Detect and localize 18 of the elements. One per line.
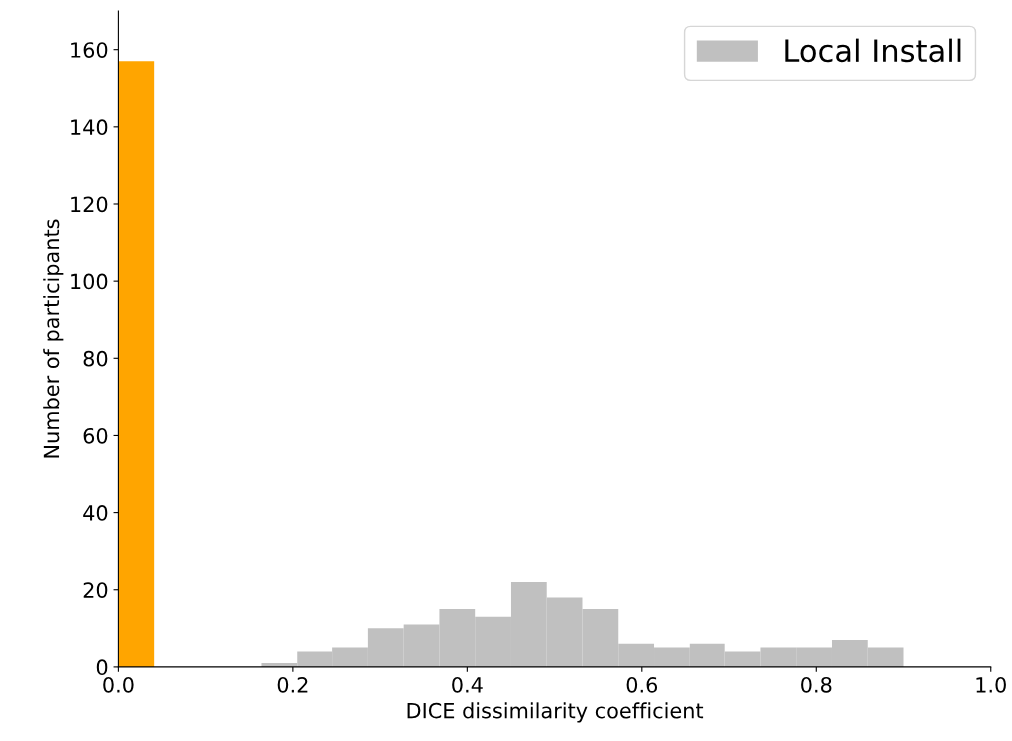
y-tick-label: 160: [71, 42, 108, 58]
y-tick-label: 140: [71, 119, 108, 136]
y-tick-label: 120: [71, 196, 108, 213]
x-axis-title: DICE dissimilarity coefficient: [407, 702, 704, 723]
y-tick-label: 60: [83, 427, 108, 444]
y-tick-label: 20: [83, 582, 108, 598]
x-tick-label: 0.8: [801, 676, 832, 693]
x-tick-label: 0.6: [626, 676, 658, 693]
y-tick-label: 40: [83, 505, 108, 521]
x-tick-label: 1.0: [976, 676, 1006, 693]
x-tick-label: 0.2: [277, 676, 308, 693]
x-tick-label: 0.4: [452, 676, 483, 693]
legend-label: Local Install: [785, 38, 961, 63]
y-tick-label: 80: [83, 350, 108, 367]
x-tick-label: 0.0: [103, 676, 134, 693]
y-axis-title: Number of participants: [43, 219, 64, 458]
y-tick-label: 0: [96, 659, 108, 676]
y-tick-label: 100: [71, 273, 108, 290]
